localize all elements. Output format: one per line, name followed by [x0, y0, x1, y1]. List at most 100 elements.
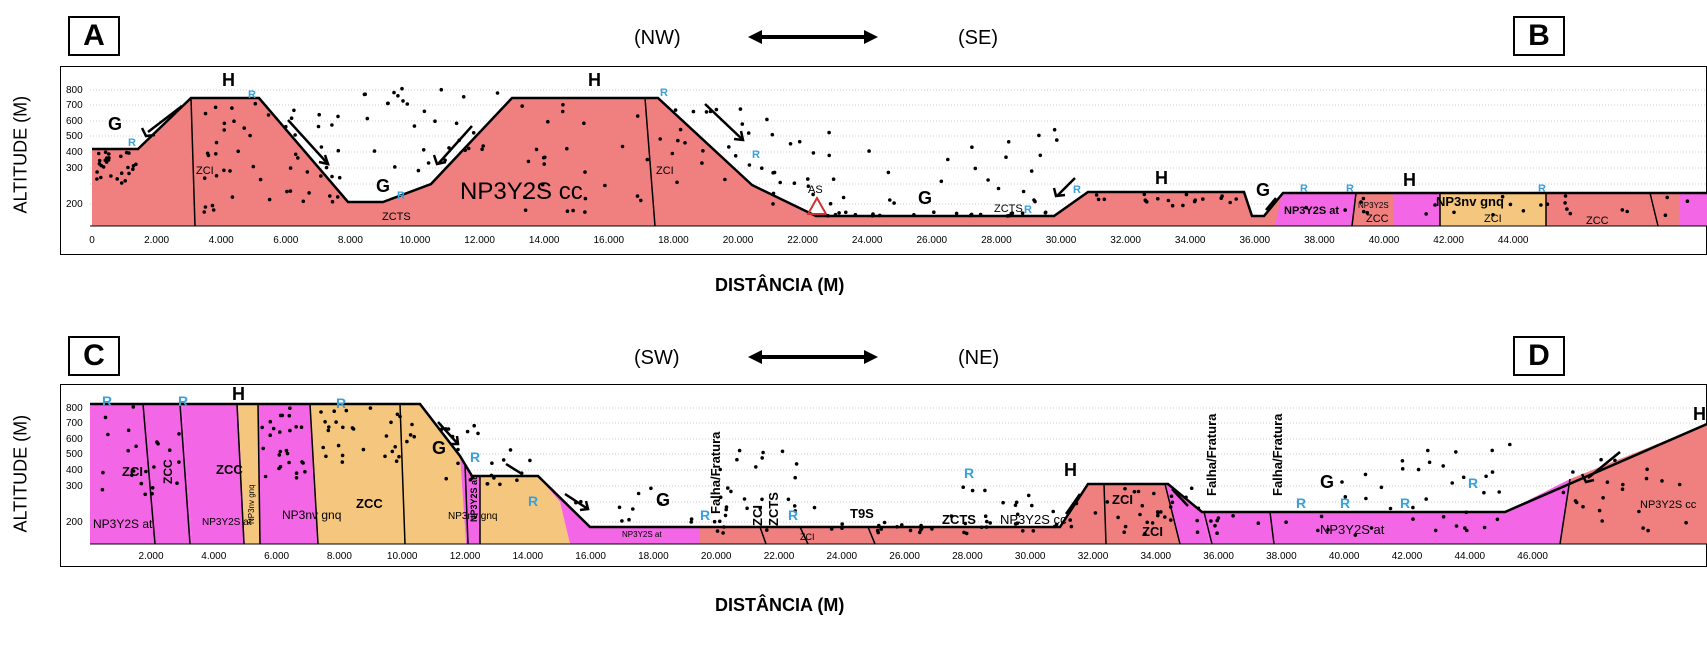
- data-point: [1015, 512, 1020, 517]
- data-point: [396, 94, 400, 98]
- contact-line: [257, 403, 261, 545]
- data-point: [1037, 133, 1041, 138]
- geomorph-label: G: [656, 490, 670, 510]
- terrain-outline-top: [92, 96, 1707, 218]
- data-point: [293, 133, 297, 137]
- x-tick: 0: [89, 235, 95, 246]
- data-point: [1030, 503, 1034, 508]
- x-tick: 6.000: [264, 551, 289, 562]
- data-point: [979, 525, 984, 530]
- data-point: [508, 448, 513, 452]
- r-marker: R: [1340, 495, 1350, 511]
- data-point: [745, 506, 749, 511]
- data-point: [1123, 486, 1127, 491]
- data-point: [727, 145, 731, 149]
- unit-label-vertical: NP3Y2S at: [469, 477, 479, 522]
- data-point: [321, 445, 326, 450]
- data-point: [837, 211, 841, 215]
- unit-label: NP3nv gnq: [448, 511, 497, 522]
- x-tick: 30.000: [1046, 235, 1077, 246]
- data-point: [485, 482, 490, 486]
- data-point: [963, 521, 968, 526]
- data-point: [236, 149, 240, 154]
- data-point: [1465, 528, 1469, 533]
- data-point: [296, 156, 300, 160]
- data-point: [340, 460, 345, 464]
- unit-at-top-3: [1680, 193, 1707, 226]
- data-point: [222, 121, 227, 126]
- unit-label: ZCI: [656, 165, 674, 177]
- data-point: [95, 170, 99, 174]
- data-point: [1601, 496, 1605, 500]
- data-point: [101, 470, 105, 475]
- data-point: [150, 491, 154, 496]
- data-point: [1231, 514, 1235, 518]
- data-point: [301, 199, 306, 204]
- data-point: [1508, 202, 1513, 207]
- data-point: [670, 151, 675, 156]
- data-point: [658, 137, 662, 141]
- x-tick: 10.000: [400, 235, 431, 246]
- data-point: [266, 113, 271, 117]
- data-point: [792, 181, 797, 185]
- data-point: [203, 111, 208, 116]
- data-point: [362, 92, 367, 97]
- unit-label: NP3Y2S at: [93, 517, 153, 531]
- geomorph-label: H: [222, 70, 235, 90]
- data-point: [793, 475, 797, 480]
- data-point: [1600, 519, 1604, 523]
- unit-at-bottom-3: [258, 404, 318, 544]
- data-point: [746, 131, 751, 135]
- data-point: [949, 514, 954, 518]
- data-point: [780, 449, 785, 454]
- data-point: [1641, 526, 1645, 530]
- data-point: [1464, 510, 1469, 515]
- data-point: [877, 523, 881, 528]
- data-point: [932, 210, 936, 214]
- data-point: [412, 434, 417, 439]
- data-point: [492, 476, 496, 480]
- direction-right: (SE): [958, 27, 998, 49]
- x-tick: 8.000: [338, 235, 363, 246]
- data-point: [365, 116, 370, 121]
- data-point: [1196, 506, 1201, 511]
- data-point: [439, 427, 444, 432]
- data-point: [213, 105, 218, 110]
- data-point: [565, 146, 569, 151]
- data-point: [1156, 196, 1160, 201]
- data-point: [515, 478, 519, 482]
- data-point: [579, 499, 583, 504]
- r-marker: R: [128, 137, 136, 149]
- data-point: [760, 166, 764, 170]
- data-point: [328, 194, 332, 198]
- data-point: [317, 112, 322, 117]
- data-point: [1571, 470, 1575, 474]
- data-point: [205, 151, 210, 156]
- data-point: [100, 487, 105, 492]
- x-tick: 14.000: [529, 235, 560, 246]
- y-axis-label-bottom: ALTITUDE (M): [10, 414, 31, 533]
- x-tick: 18.000: [638, 551, 669, 562]
- data-point: [983, 514, 988, 518]
- data-point: [1508, 442, 1512, 447]
- x-tick: 32.000: [1078, 551, 1109, 562]
- x-tick: 34.000: [1141, 551, 1172, 562]
- data-point: [833, 212, 838, 217]
- data-point: [1340, 480, 1344, 484]
- profile-top: 800 700 600 500 400 300 200 G H H G G: [60, 66, 1707, 255]
- unit-label-vertical: ZCI: [750, 505, 765, 526]
- data-point: [292, 108, 296, 113]
- data-point: [1495, 517, 1500, 522]
- data-point: [738, 107, 743, 111]
- data-point: [1416, 467, 1421, 472]
- r-marker: R: [470, 449, 480, 465]
- data-point: [1563, 194, 1568, 198]
- data-point: [1450, 481, 1454, 485]
- x-tick: 20.000: [701, 551, 732, 562]
- data-point: [771, 202, 775, 206]
- data-point: [724, 505, 729, 509]
- data-point: [1637, 509, 1641, 514]
- x-tick: 26.000: [889, 551, 920, 562]
- data-point: [1343, 495, 1348, 499]
- data-point: [735, 457, 739, 462]
